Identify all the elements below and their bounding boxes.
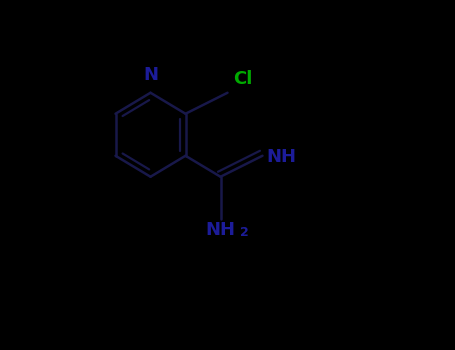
Text: 2: 2 bbox=[240, 226, 248, 239]
Text: NH: NH bbox=[266, 148, 296, 167]
Text: NH: NH bbox=[206, 221, 236, 239]
Text: N: N bbox=[143, 66, 158, 84]
Text: Cl: Cl bbox=[233, 70, 252, 88]
